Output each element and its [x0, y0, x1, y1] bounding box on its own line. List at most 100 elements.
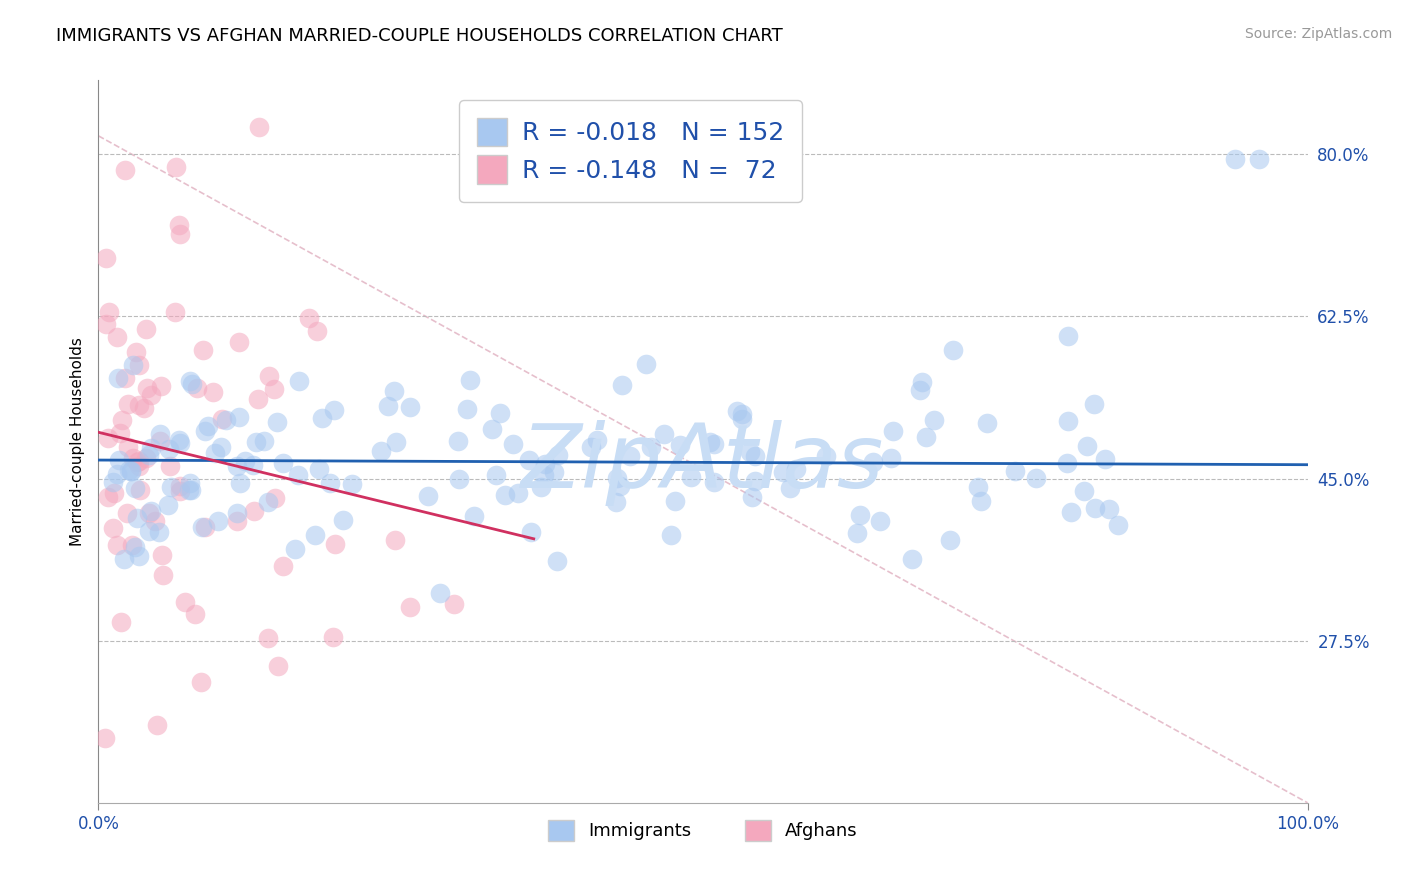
Point — [264, 491, 287, 505]
Point — [458, 373, 481, 387]
Point — [502, 436, 524, 450]
Point — [169, 436, 191, 450]
Point — [125, 510, 148, 524]
Point — [190, 675, 212, 690]
Point — [94, 731, 117, 745]
Point — [741, 490, 763, 504]
Point — [744, 474, 766, 488]
Point — [138, 506, 160, 520]
Point — [226, 459, 249, 474]
Point — [128, 549, 150, 564]
Point — [546, 554, 568, 568]
Point — [114, 163, 136, 178]
Point — [1057, 414, 1080, 428]
Point — [900, 552, 922, 566]
Point — [167, 219, 190, 233]
Point — [319, 475, 342, 490]
Point — [463, 509, 485, 524]
Point — [772, 465, 794, 479]
Point — [731, 412, 754, 426]
Point — [703, 437, 725, 451]
Point — [447, 434, 470, 449]
Point — [243, 503, 266, 517]
Point — [485, 468, 508, 483]
Point — [242, 458, 264, 472]
Point — [204, 446, 226, 460]
Point — [332, 513, 354, 527]
Point — [105, 538, 128, 552]
Point — [247, 392, 270, 407]
Point — [664, 494, 686, 508]
Point — [118, 463, 141, 477]
Point — [179, 483, 201, 497]
Point — [976, 416, 998, 430]
Point — [605, 494, 627, 508]
Point — [128, 454, 150, 468]
Point — [194, 520, 217, 534]
Point — [139, 503, 162, 517]
Point — [1057, 329, 1080, 343]
Point — [169, 484, 191, 499]
Point — [915, 430, 938, 444]
Point — [201, 385, 224, 400]
Point — [271, 559, 294, 574]
Point — [111, 413, 134, 427]
Point — [263, 382, 285, 396]
Point — [322, 631, 344, 645]
Point — [530, 479, 553, 493]
Point — [105, 467, 128, 481]
Point — [163, 305, 186, 319]
Point — [520, 525, 543, 540]
Point — [228, 335, 250, 350]
Point — [880, 450, 903, 465]
Point — [184, 607, 207, 621]
Point — [191, 343, 214, 357]
Point — [456, 401, 478, 416]
Point — [124, 540, 146, 554]
Point — [105, 329, 128, 343]
Point — [288, 374, 311, 388]
Point — [120, 464, 142, 478]
Point — [145, 514, 167, 528]
Point — [148, 524, 170, 539]
Point — [135, 451, 157, 466]
Point — [190, 520, 212, 534]
Point — [97, 431, 120, 445]
Point — [122, 358, 145, 372]
Point — [124, 481, 146, 495]
Point — [138, 449, 160, 463]
Point — [908, 383, 931, 397]
Point — [738, 445, 761, 459]
Point — [226, 514, 249, 528]
Point — [681, 470, 703, 484]
Point — [533, 468, 555, 483]
Point — [267, 658, 290, 673]
Y-axis label: Married-couple Households: Married-couple Households — [69, 337, 84, 546]
Text: IMMIGRANTS VS AFGHAN MARRIED-COUPLE HOUSEHOLDS CORRELATION CHART: IMMIGRANTS VS AFGHAN MARRIED-COUPLE HOUS… — [56, 27, 783, 45]
Point — [1094, 451, 1116, 466]
Point — [135, 322, 157, 336]
Point — [117, 397, 139, 411]
Point — [103, 521, 125, 535]
Point — [910, 376, 932, 390]
Point — [121, 538, 143, 552]
Point — [586, 433, 609, 447]
Point — [253, 434, 276, 448]
Point — [634, 357, 657, 371]
Point — [398, 401, 420, 415]
Point — [207, 514, 229, 528]
Point — [308, 462, 330, 476]
Point — [517, 453, 540, 467]
Point — [156, 498, 179, 512]
Point — [169, 479, 191, 493]
Point — [287, 468, 309, 483]
Point — [97, 490, 120, 504]
Point — [180, 377, 202, 392]
Point — [659, 528, 682, 542]
Point — [416, 490, 439, 504]
Point — [107, 371, 129, 385]
Point — [150, 379, 173, 393]
Point — [108, 452, 131, 467]
Point — [311, 411, 333, 425]
Point — [128, 358, 150, 372]
